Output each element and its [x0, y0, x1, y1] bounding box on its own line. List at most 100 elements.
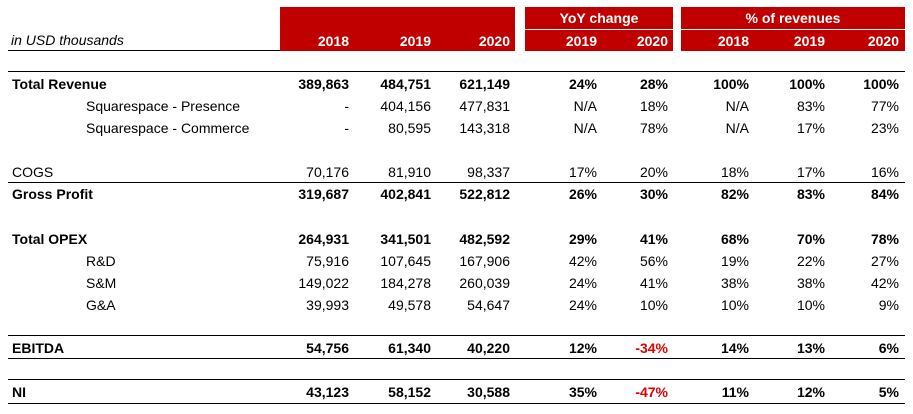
cell-yoy-2019: 26%	[568, 186, 597, 202]
cell-yoy-2019: 24%	[568, 297, 597, 313]
cell-yoy-2020: 18%	[639, 98, 668, 114]
cell-abs-2020: 143,318	[459, 120, 510, 136]
cell-abs-2018: -	[344, 120, 349, 136]
cell-abs-2020: 522,812	[459, 186, 510, 202]
cell-abs-2019: 80,595	[388, 120, 431, 136]
cell-pct-2018: 14%	[720, 340, 749, 356]
cell-pct-2020: 78%	[870, 231, 899, 247]
cell-abs-2018: 70,176	[306, 164, 349, 180]
table-row: COGS 70,176 81,910 98,337 17% 20% 18% 17% 16%	[0, 161, 913, 183]
cell-pct-2020: 27%	[870, 253, 899, 269]
cell-abs-2018: 149,022	[298, 275, 349, 291]
cell-abs-2019: 61,340	[388, 340, 431, 356]
year-header-abs-2020: 2020	[478, 33, 510, 49]
cell-yoy-2020: 78%	[639, 120, 668, 136]
row-label: COGS	[12, 164, 54, 180]
cell-pct-2020: 42%	[870, 275, 899, 291]
row-label: R&D	[86, 253, 116, 269]
cell-pct-2018: 19%	[720, 253, 749, 269]
cell-pct-2019: 70%	[796, 231, 825, 247]
cell-abs-2019: 49,578	[388, 297, 431, 313]
year-header-abs-2019: 2019	[399, 33, 431, 49]
cell-pct-2018: 38%	[720, 275, 749, 291]
pct-group-title: % of revenues	[745, 10, 841, 26]
cell-abs-2020: 260,039	[459, 275, 510, 291]
year-header-pct-2019: 2019	[793, 33, 825, 49]
unit-label: in USD thousands	[11, 32, 124, 48]
table-row: G&A 39,993 49,578 54,647 24% 10% 10% 10% 9%	[0, 294, 913, 316]
cell-abs-2018: 54,756	[306, 340, 349, 356]
cell-abs-2020: 98,337	[467, 164, 510, 180]
cell-abs-2020: 482,592	[459, 231, 510, 247]
cell-pct-2020: 5%	[878, 384, 899, 400]
cell-abs-2018: 319,687	[298, 186, 349, 202]
cell-yoy-2020: 41%	[639, 275, 668, 291]
cell-yoy-2019: 17%	[568, 164, 597, 180]
yoy-group-title: YoY change	[559, 10, 639, 26]
year-header-pct-2018: 2018	[717, 33, 749, 49]
cell-pct-2019: 17%	[796, 120, 825, 136]
year-header-pct-2020: 2020	[867, 33, 899, 49]
rule-ebitda-top	[8, 335, 905, 336]
cell-abs-2019: 184,278	[380, 275, 431, 291]
yoy-group-underline	[525, 29, 673, 30]
cell-abs-2018: 75,916	[306, 253, 349, 269]
rule-ni-bottom	[8, 403, 905, 404]
cell-pct-2020: 6%	[878, 340, 899, 356]
rule-ebitda-bottom	[8, 358, 905, 359]
rule-gross-profit-top	[8, 182, 905, 183]
cell-yoy-2020: 20%	[639, 164, 668, 180]
row-label: Squarespace - Presence	[86, 98, 241, 114]
row-label: NI	[12, 384, 26, 400]
cell-pct-2018: 100%	[713, 76, 749, 92]
rule-ni-top	[8, 379, 905, 380]
year-header-abs-2018: 2018	[317, 33, 349, 49]
header-underline-left	[8, 50, 280, 51]
cell-abs-2019: 81,910	[388, 164, 431, 180]
table-row: EBITDA 54,756 61,340 40,220 12% -34% 14% 13% 6%	[0, 337, 913, 359]
cell-yoy-2020: -47%	[635, 384, 668, 400]
cell-pct-2019: 83%	[796, 98, 825, 114]
cell-pct-2020: 16%	[870, 164, 899, 180]
cell-abs-2019: 402,841	[380, 186, 431, 202]
cell-yoy-2020: 28%	[639, 76, 668, 92]
table-row: Squarespace - Commerce - 80,595 143,318 N/A 7…	[0, 117, 913, 139]
pct-group-underline	[681, 29, 905, 30]
cell-pct-2020: 23%	[870, 120, 899, 136]
cell-abs-2020: 30,588	[467, 384, 510, 400]
cell-pct-2019: 38%	[796, 275, 825, 291]
row-label: EBITDA	[12, 340, 65, 356]
cell-pct-2019: 83%	[796, 186, 825, 202]
cell-abs-2019: 484,751	[380, 76, 431, 92]
cell-pct-2019: 17%	[796, 164, 825, 180]
table-row: Gross Profit 319,687 402,841 522,812 26% 30% 8…	[0, 183, 913, 205]
cell-abs-2020: 621,149	[459, 76, 510, 92]
table-row: S&M 149,022 184,278 260,039 24% 41% 38% 38% 42%	[0, 272, 913, 294]
cell-yoy-2020: 56%	[639, 253, 668, 269]
cell-pct-2019: 100%	[789, 76, 825, 92]
cell-abs-2018: -	[344, 98, 349, 114]
year-header-yoy-2020: 2020	[636, 33, 668, 49]
cell-pct-2020: 84%	[870, 186, 899, 202]
cell-pct-2019: 12%	[796, 384, 825, 400]
cell-pct-2018: 82%	[720, 186, 749, 202]
cell-yoy-2019: 29%	[568, 231, 597, 247]
cell-abs-2020: 477,831	[459, 98, 510, 114]
cell-pct-2018: N/A	[725, 120, 749, 136]
cell-pct-2020: 77%	[870, 98, 899, 114]
cell-abs-2020: 54,647	[467, 297, 510, 313]
cell-pct-2018: 18%	[720, 164, 749, 180]
cell-yoy-2020: -34%	[635, 340, 668, 356]
row-label: Gross Profit	[12, 186, 93, 202]
row-label: Squarespace - Commerce	[86, 120, 250, 136]
cell-abs-2020: 167,906	[459, 253, 510, 269]
cell-yoy-2019: N/A	[573, 98, 597, 114]
cell-yoy-2020: 30%	[639, 186, 668, 202]
cell-pct-2018: N/A	[725, 98, 749, 114]
row-label: G&A	[86, 297, 116, 313]
cell-abs-2018: 43,123	[306, 384, 349, 400]
cell-pct-2018: 68%	[720, 231, 749, 247]
cell-yoy-2020: 10%	[639, 297, 668, 313]
cell-abs-2019: 58,152	[388, 384, 431, 400]
table-row: Total Revenue 389,863 484,751 621,149 24% 28%…	[0, 73, 913, 95]
